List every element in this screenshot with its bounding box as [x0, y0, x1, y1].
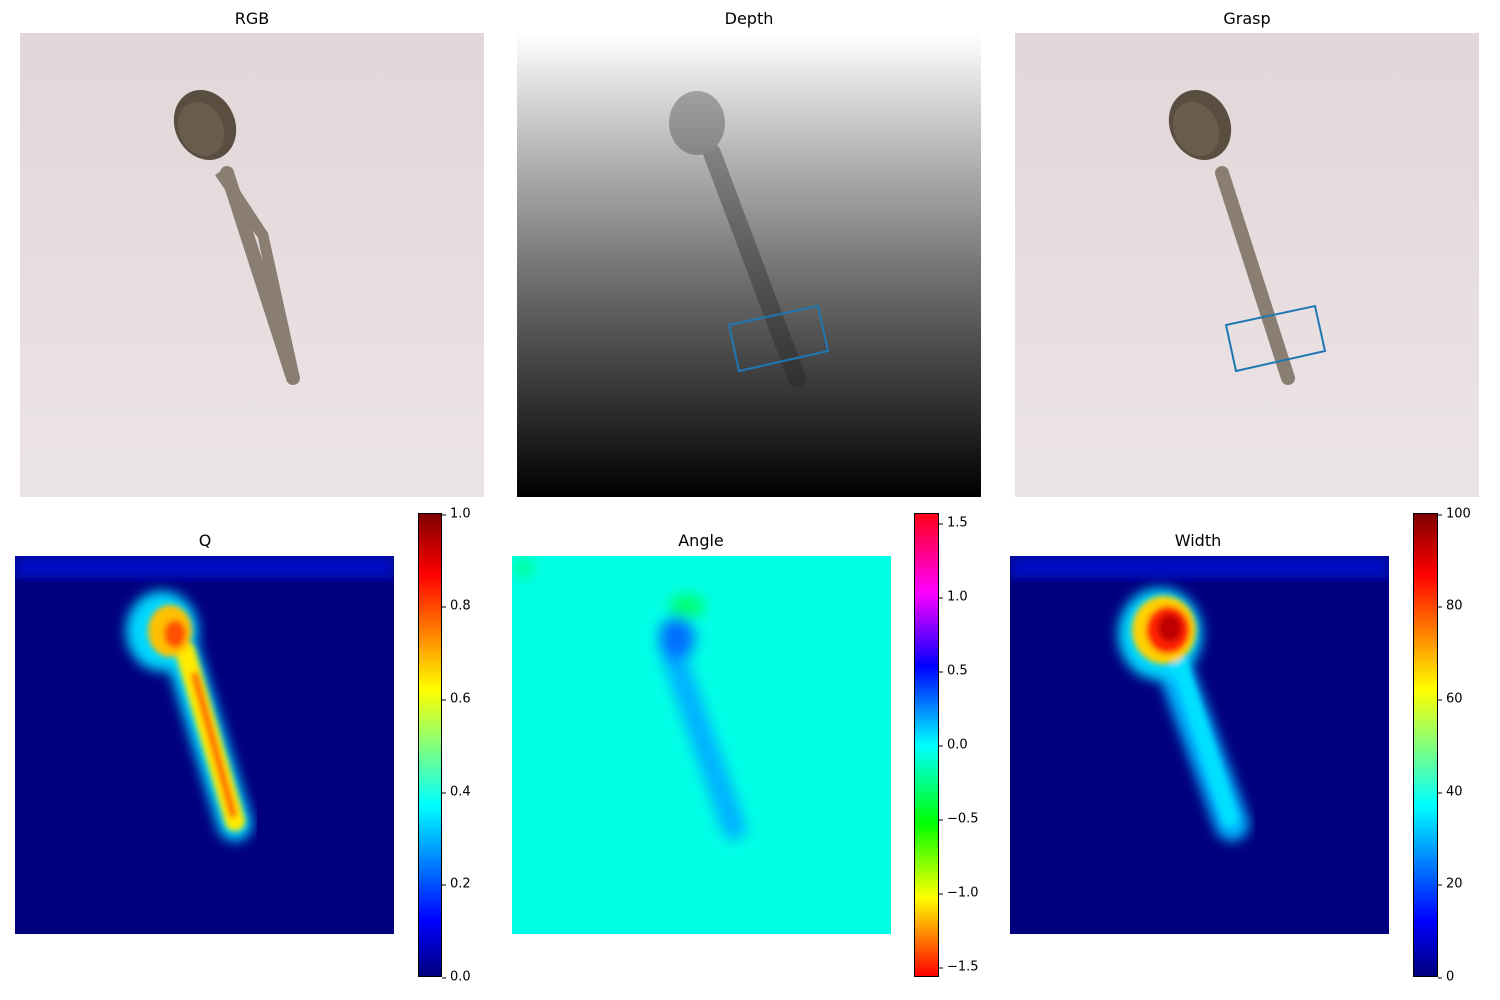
width-colorbar	[1413, 513, 1438, 977]
q-tick: 0.0	[442, 969, 471, 985]
q-tick: 0.2	[442, 876, 471, 892]
width-tick: 40	[1438, 784, 1463, 800]
rgb-title: RGB	[234, 9, 270, 28]
depth-grasp-rectangle	[727, 304, 830, 373]
grasp-image	[1015, 33, 1479, 497]
angle-tick: 1.0	[939, 589, 968, 605]
angle-tick: 0.5	[939, 663, 968, 679]
width-tick: 60	[1438, 691, 1463, 707]
width-heatmap	[1010, 556, 1389, 934]
angle-tick: −1.5	[939, 959, 979, 975]
width-title: Width	[1174, 531, 1222, 550]
angle-heatmap	[512, 556, 891, 934]
width-tick: 20	[1438, 876, 1463, 892]
q-title: Q	[198, 531, 212, 550]
depth-spoon-shadow	[669, 91, 806, 387]
angle-colorbar	[914, 513, 939, 977]
width-tick: 0	[1437, 969, 1455, 985]
depth-title: Depth	[724, 9, 774, 28]
angle-tick: −0.5	[939, 811, 979, 827]
q-tick: 0.4	[442, 784, 471, 800]
angle-tick: 1.5	[939, 515, 968, 531]
rgb-image	[20, 33, 484, 497]
q-tick: 1.0	[442, 506, 471, 522]
depth-image	[517, 33, 981, 497]
width-tick: 100	[1438, 506, 1471, 522]
q-tick: 0.8	[442, 598, 471, 614]
grasp-title: Grasp	[1223, 9, 1271, 28]
spoon-photo	[173, 89, 300, 385]
q-tick: 0.6	[442, 691, 471, 707]
q-heatmap	[15, 556, 394, 934]
angle-tick: 0.0	[939, 737, 968, 753]
q-colorbar	[418, 513, 442, 977]
grasp-rectangle	[1224, 304, 1327, 373]
spoon-photo	[1168, 89, 1295, 385]
width-tick: 80	[1438, 598, 1463, 614]
angle-tick: −1.0	[939, 885, 979, 901]
angle-title: Angle	[678, 531, 724, 550]
